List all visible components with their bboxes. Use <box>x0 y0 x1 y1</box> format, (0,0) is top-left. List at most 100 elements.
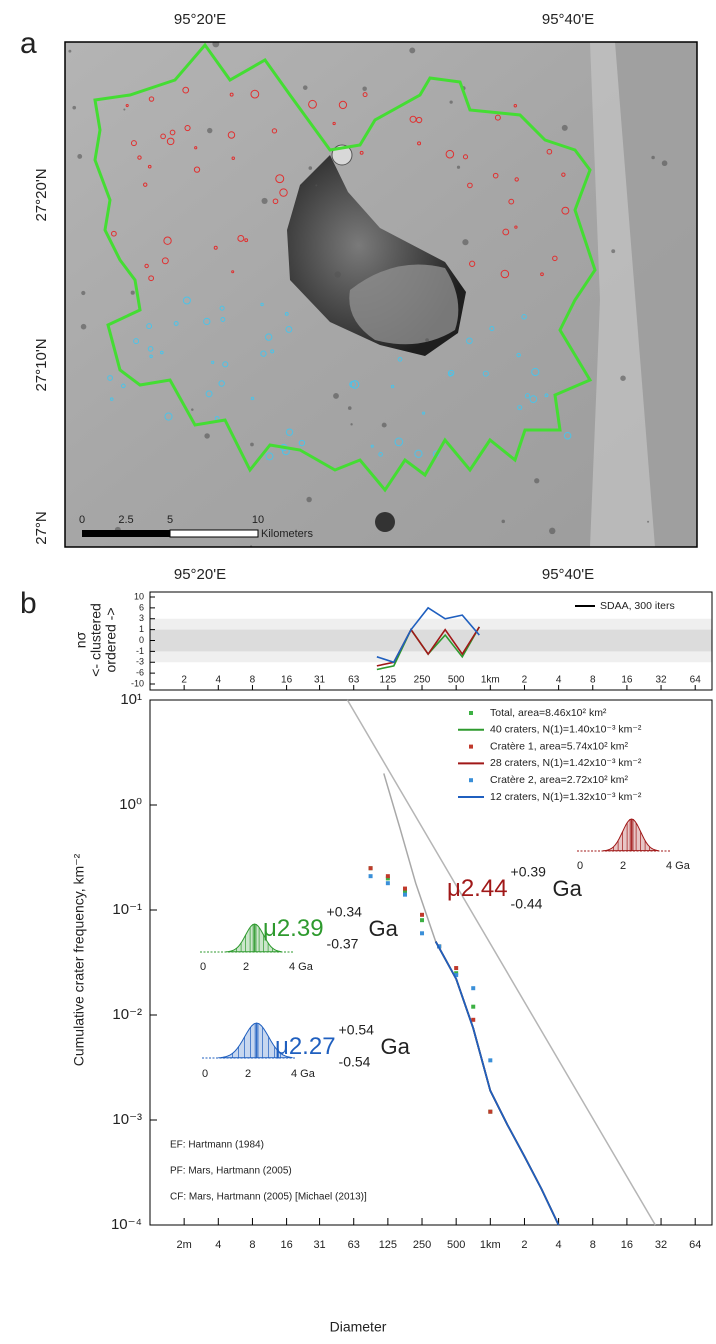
crater-marker <box>182 296 191 305</box>
crater-marker <box>205 390 213 398</box>
inset-tick-label: 2 <box>245 1068 251 1080</box>
crater-marker <box>211 360 215 365</box>
y-tick-label: 10⁻¹ <box>112 901 142 918</box>
crater-marker <box>222 361 229 368</box>
crater-marker <box>260 302 264 307</box>
crater-marker <box>184 124 191 132</box>
panel-label: b <box>20 587 37 620</box>
series-line <box>346 699 656 1226</box>
inset-tick-label: 2 <box>620 860 626 872</box>
crater-marker <box>561 172 566 177</box>
y-tick-label: 10¹ <box>120 691 142 708</box>
reference: EF: Hartmann (1984) <box>170 1140 264 1151</box>
data-point <box>385 874 390 879</box>
background-crater <box>204 433 210 439</box>
crater-marker <box>148 96 155 102</box>
age-minus: -0.54 <box>339 1054 371 1070</box>
data-point <box>488 1058 493 1063</box>
x-tick-label: 8 <box>249 1239 255 1251</box>
crater-marker <box>417 141 422 146</box>
crater-marker <box>146 323 153 330</box>
crater-marker <box>285 325 293 333</box>
background-crater <box>381 422 387 428</box>
crater-marker <box>378 452 383 457</box>
background-crater <box>212 42 220 48</box>
data-point <box>471 986 476 991</box>
legend-swatch <box>469 744 473 749</box>
x-tick-label: 4 <box>556 675 562 686</box>
crater-marker <box>409 115 417 123</box>
crater-marker <box>489 326 495 332</box>
x-tick-label: 4 <box>556 1239 562 1251</box>
background-crater <box>425 338 429 342</box>
x-tick-label: 1km <box>481 675 500 686</box>
crater-marker <box>421 411 426 415</box>
data-point <box>454 973 459 978</box>
y-tick-label: -10 <box>131 678 144 688</box>
longitude-label: 95°40'E <box>542 11 594 28</box>
data-point <box>471 1017 476 1022</box>
crater-marker <box>516 352 521 358</box>
x-tick-label: 31 <box>313 1239 325 1251</box>
background-crater <box>191 408 194 411</box>
background-crater <box>620 375 626 381</box>
x-tick-label: 16 <box>280 1239 292 1251</box>
x-tick-label: 8 <box>250 675 256 686</box>
y-axis-label: nσ <box>73 631 89 648</box>
crater-marker <box>561 206 570 215</box>
x-tick-label: 8 <box>590 1239 596 1251</box>
image-strip <box>615 42 697 547</box>
x-tick-label: 31 <box>314 675 326 686</box>
crater-marker <box>298 439 306 447</box>
crater-floor <box>349 264 459 345</box>
crater-marker <box>109 397 114 401</box>
background-crater <box>449 100 453 104</box>
data-point <box>403 886 408 891</box>
crater-marker <box>148 275 155 282</box>
background-crater <box>501 519 506 524</box>
data-point <box>420 931 425 936</box>
small-crater <box>375 512 395 532</box>
age-unit: Ga <box>553 876 583 901</box>
inset-tick-label: 4 Ga <box>289 961 314 973</box>
inset-mode <box>252 924 257 952</box>
crater-marker <box>482 370 489 377</box>
inset-mode <box>629 819 634 851</box>
background-crater <box>130 290 135 295</box>
x-tick-label: 63 <box>348 1239 360 1251</box>
background-crater <box>456 165 461 169</box>
panel-label: a <box>20 27 37 60</box>
map-frame <box>64 41 698 548</box>
crater-marker <box>231 156 235 161</box>
x-tick-label: 500 <box>447 1239 465 1251</box>
crater-marker <box>107 375 113 381</box>
crater-marker <box>133 338 140 345</box>
data-point <box>368 874 373 879</box>
crater-marker <box>130 140 137 147</box>
crater-marker <box>173 321 179 327</box>
latitude-label: 27°N <box>33 511 50 545</box>
crater-marker <box>203 317 211 326</box>
background-crater <box>334 271 341 278</box>
crater-marker <box>250 396 255 401</box>
crater-marker <box>270 349 275 354</box>
series-line <box>383 773 437 942</box>
crater-marker <box>332 121 336 126</box>
longitude-label: 95°40'E <box>542 566 594 583</box>
reference: CF: Mars, Hartmann (2005) [Michael (2013… <box>170 1192 367 1203</box>
crater-marker <box>149 354 153 359</box>
crater-marker <box>308 99 317 109</box>
x-tick-label: 16 <box>621 675 633 686</box>
x-tick-label: 4 <box>216 675 222 686</box>
crater-marker <box>182 86 190 94</box>
x-tick-label: 2m <box>177 1239 192 1251</box>
age-plus: +0.34 <box>327 904 363 920</box>
crater-marker <box>390 384 395 389</box>
data-point <box>488 1109 493 1114</box>
data-point <box>420 918 425 923</box>
inset-mode <box>254 1023 259 1058</box>
plot-frame <box>149 699 713 1226</box>
crater-marker <box>462 154 469 160</box>
